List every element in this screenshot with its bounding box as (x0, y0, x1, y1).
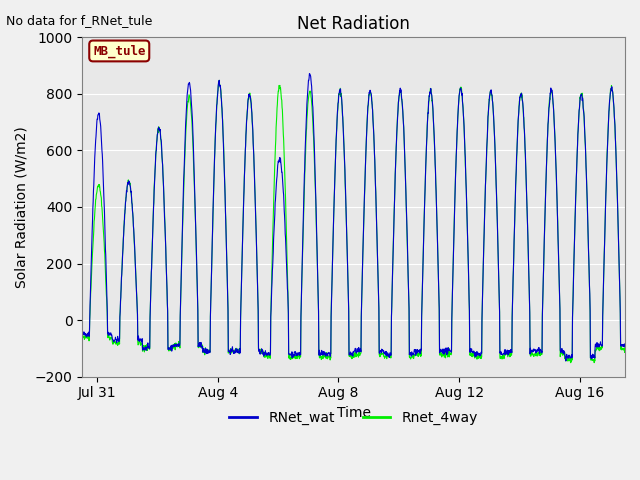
Rnet_4way (428, 91, 435, 97)
RNet_wat (78, 331, 86, 336)
RNet_wat (547, 91, 554, 96)
Rnet_4way (216, 77, 223, 83)
RNet_wat (621, 341, 629, 347)
Rnet_4way (567, 360, 575, 366)
RNet_wat (367, 92, 375, 97)
RNet_wat (428, 91, 435, 96)
Y-axis label: Solar Radiation (W/m2): Solar Radiation (W/m2) (15, 126, 29, 288)
RNet_wat (305, 71, 313, 76)
Rnet_4way (321, 353, 328, 359)
Legend: RNet_wat, Rnet_4way: RNet_wat, Rnet_4way (224, 406, 483, 431)
Rnet_4way (547, 91, 554, 97)
Text: MB_tule: MB_tule (93, 44, 145, 58)
Text: No data for f_RNet_tule: No data for f_RNet_tule (6, 14, 153, 27)
RNet_wat (312, 180, 319, 186)
X-axis label: Time: Time (337, 406, 371, 420)
Rnet_4way (367, 93, 375, 99)
Line: RNet_wat: RNet_wat (82, 73, 625, 361)
Line: Rnet_4way: Rnet_4way (82, 80, 625, 363)
Rnet_4way (78, 334, 86, 339)
Rnet_4way (110, 339, 118, 345)
Title: Net Radiation: Net Radiation (297, 15, 410, 33)
RNet_wat (321, 350, 328, 356)
Rnet_4way (312, 188, 319, 193)
RNet_wat (110, 337, 118, 343)
RNet_wat (562, 358, 570, 364)
Rnet_4way (621, 343, 629, 348)
